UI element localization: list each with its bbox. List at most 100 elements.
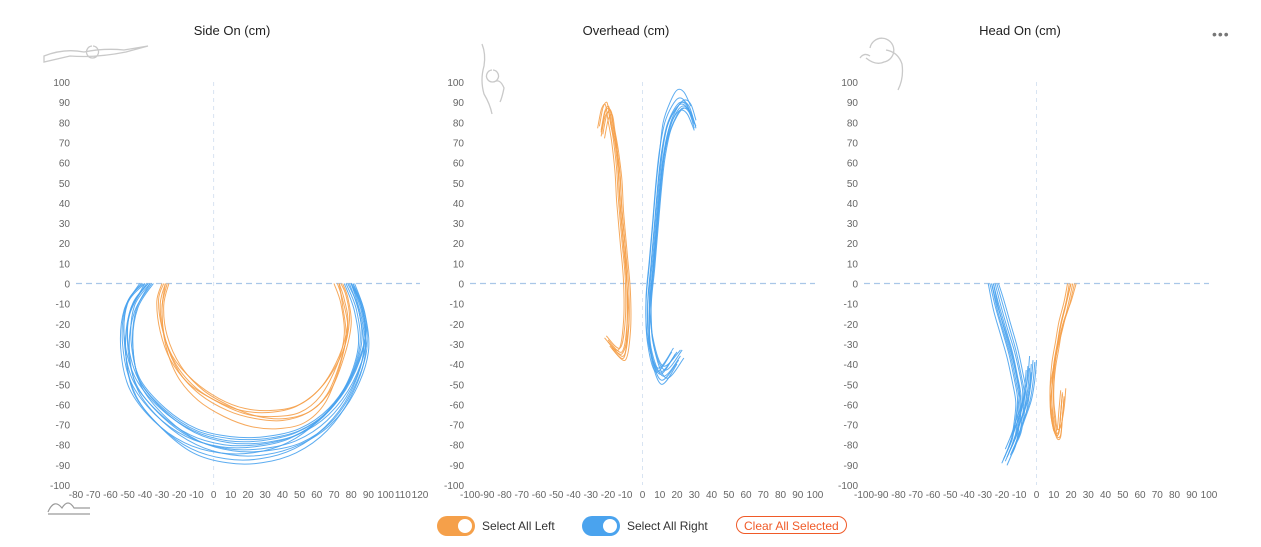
x-tick-label: -20	[172, 490, 187, 501]
right-trace[interactable]	[994, 283, 1034, 454]
chart-panel: Overhead (cm)1009080706050403020100-10-2…	[444, 23, 824, 501]
left-trace[interactable]	[161, 283, 347, 430]
select-all-left-toggle[interactable]	[437, 516, 475, 536]
left-trace[interactable]	[1049, 283, 1070, 434]
chart-title: Head On (cm)	[979, 23, 1061, 38]
right-trace[interactable]	[648, 107, 695, 385]
left-trace[interactable]	[600, 111, 628, 359]
y-tick-label: 0	[458, 280, 464, 291]
left-trace[interactable]	[161, 283, 349, 422]
y-tick-label: -70	[844, 421, 859, 432]
y-tick-label: 20	[453, 239, 465, 250]
y-tick-label: -80	[56, 441, 71, 452]
y-tick-label: -20	[56, 320, 71, 331]
left-trace[interactable]	[598, 101, 627, 349]
y-tick-label: -30	[56, 340, 71, 351]
y-tick-label: 90	[847, 98, 859, 109]
x-tick-label: 30	[260, 490, 272, 501]
right-trace[interactable]	[987, 283, 1027, 464]
x-tick-label: 100	[807, 490, 824, 501]
x-tick-label: -70	[909, 490, 924, 501]
right-trace[interactable]	[124, 283, 366, 465]
right-trace[interactable]	[647, 103, 695, 375]
y-tick-label: 40	[847, 199, 859, 210]
right-trace[interactable]	[991, 283, 1031, 450]
y-tick-label: 20	[847, 239, 859, 250]
left-trace[interactable]	[1053, 283, 1075, 439]
x-tick-label: 60	[1134, 490, 1146, 501]
chart-panel: Head On (cm)1009080706050403020100-10-20…	[838, 23, 1218, 501]
x-tick-label: 70	[758, 490, 770, 501]
y-tick-label: 40	[453, 199, 465, 210]
x-tick-label: -30	[978, 490, 993, 501]
right-trace[interactable]	[998, 283, 1037, 454]
y-tick-label: -70	[450, 421, 465, 432]
left-trace[interactable]	[600, 107, 630, 355]
right-trace[interactable]	[132, 283, 366, 441]
y-tick-label: -50	[844, 380, 859, 391]
x-tick-label: 50	[1117, 490, 1129, 501]
x-tick-label: -20	[601, 490, 616, 501]
x-tick-label: 90	[792, 490, 804, 501]
right-trace[interactable]	[123, 283, 363, 447]
x-tick-label: -60	[532, 490, 547, 501]
y-tick-label: 70	[59, 138, 71, 149]
y-tick-label: -90	[56, 461, 71, 472]
x-tick-label: 20	[671, 490, 683, 501]
left-trace[interactable]	[159, 283, 345, 418]
right-trace[interactable]	[126, 283, 368, 445]
left-trace[interactable]	[597, 103, 625, 351]
x-tick-label: 30	[1083, 490, 1095, 501]
left-trace[interactable]	[156, 283, 349, 414]
select-all-right-label[interactable]: Select All Right	[627, 519, 708, 533]
swimmer-head-on-icon	[859, 37, 904, 91]
clear-all-selected-button[interactable]: Clear All Selected	[736, 516, 847, 534]
right-trace[interactable]	[645, 97, 693, 369]
x-tick-label: 100	[1201, 490, 1218, 501]
y-tick-label: 50	[59, 179, 71, 190]
right-trace[interactable]	[125, 283, 365, 461]
x-tick-label: 40	[706, 490, 718, 501]
left-trace[interactable]	[1051, 283, 1074, 441]
left-trace[interactable]	[1049, 283, 1072, 437]
right-trace[interactable]	[645, 88, 692, 373]
y-tick-label: 30	[59, 219, 71, 230]
x-tick-label: -80	[69, 490, 84, 501]
select-all-left-label[interactable]: Select All Left	[482, 519, 555, 533]
y-tick-label: -80	[450, 441, 465, 452]
right-trace[interactable]	[119, 283, 360, 455]
x-tick-label: 90	[1186, 490, 1198, 501]
right-trace[interactable]	[648, 101, 695, 367]
x-tick-label: -100	[460, 490, 480, 501]
x-tick-label: 0	[1034, 490, 1040, 501]
x-tick-label: -10	[189, 490, 204, 501]
x-tick-label: -90	[480, 490, 495, 501]
x-tick-label: -10	[1012, 490, 1027, 501]
chart-panel: Side On (cm)1009080706050403020100-10-20…	[43, 23, 429, 515]
select-all-right-toggle[interactable]	[582, 516, 620, 536]
x-tick-label: -60	[926, 490, 941, 501]
right-trace[interactable]	[650, 107, 697, 379]
x-tick-label: 120	[412, 490, 429, 501]
y-tick-label: 100	[53, 78, 70, 89]
more-menu-icon[interactable]: •••	[1212, 26, 1230, 42]
y-tick-label: -40	[450, 360, 465, 371]
x-tick-label: -40	[960, 490, 975, 501]
y-tick-label: 100	[841, 78, 858, 89]
left-trace[interactable]	[158, 283, 351, 412]
right-trace[interactable]	[992, 283, 1032, 466]
x-tick-label: 70	[1152, 490, 1164, 501]
x-tick-label: 90	[363, 490, 375, 501]
x-tick-label: 30	[689, 490, 701, 501]
x-tick-label: 100	[377, 490, 394, 501]
y-tick-label: 80	[847, 118, 859, 129]
x-tick-label: 10	[654, 490, 666, 501]
right-trace[interactable]	[130, 283, 366, 439]
chart-title: Side On (cm)	[194, 23, 271, 38]
left-trace[interactable]	[163, 283, 352, 420]
x-tick-label: 0	[211, 490, 217, 501]
left-trace[interactable]	[1053, 283, 1077, 431]
y-tick-label: -10	[844, 300, 859, 311]
y-tick-label: -100	[838, 481, 858, 492]
right-trace[interactable]	[121, 283, 361, 449]
